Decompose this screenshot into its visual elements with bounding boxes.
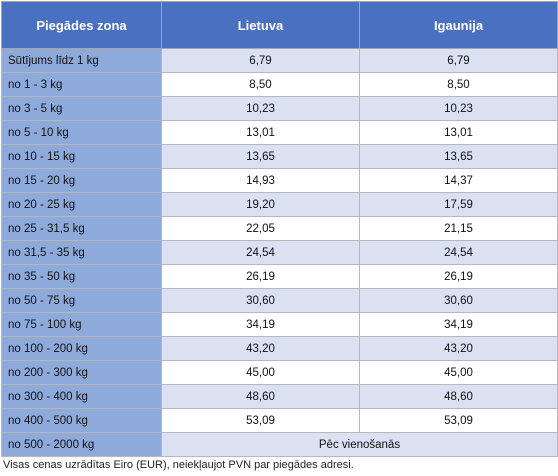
table-row: no 31,5 - 35 kg 24,54 24,54 — [1, 240, 558, 265]
header-cell: Lietuva — [161, 1, 360, 49]
price-cell: 24,54 — [161, 240, 360, 265]
zone-cell: no 200 - 300 kg — [1, 360, 162, 385]
table-row: no 3 - 5 kg 10,23 10,23 — [1, 96, 558, 121]
price-cell: 6,79 — [161, 48, 360, 73]
zone-cell: no 400 - 500 kg — [1, 408, 162, 433]
zone-cell: no 10 - 15 kg — [1, 144, 162, 169]
table-row: no 1 - 3 kg 8,50 8,50 — [1, 72, 558, 97]
table-row: no 25 - 31,5 kg 22,05 21,15 — [1, 216, 558, 241]
price-cell: 10,23 — [359, 96, 558, 121]
price-cell: 10,23 — [161, 96, 360, 121]
price-cell: 34,19 — [359, 312, 558, 337]
zone-cell: no 50 - 75 kg — [1, 288, 162, 313]
price-cell: 48,60 — [359, 384, 558, 409]
price-cell: Pēc vienošanās — [161, 432, 558, 457]
zone-cell: no 35 - 50 kg — [1, 264, 162, 289]
header-row: Piegādes zona Lietuva Igaunija — [1, 1, 558, 49]
zone-cell: no 25 - 31,5 kg — [1, 216, 162, 241]
price-cell: 48,60 — [161, 384, 360, 409]
price-table: Piegādes zona Lietuva Igaunija Sūtījums lī… — [1, 1, 558, 457]
table-row: Sūtījums līdz 1 kg 6,79 6,79 — [1, 48, 558, 73]
price-cell: 34,19 — [161, 312, 360, 337]
table-row: no 50 - 75 kg 30,60 30,60 — [1, 288, 558, 313]
price-cell: 43,20 — [161, 336, 360, 361]
price-cell: 53,09 — [359, 408, 558, 433]
price-cell: 22,05 — [161, 216, 360, 241]
table-row: no 75 - 100 kg 34,19 34,19 — [1, 312, 558, 337]
zone-cell: no 100 - 200 kg — [1, 336, 162, 361]
table-row: no 10 - 15 kg 13,65 13,65 — [1, 144, 558, 169]
price-cell: 21,15 — [359, 216, 558, 241]
zone-cell: no 1 - 3 kg — [1, 72, 162, 97]
zone-cell: no 20 - 25 kg — [1, 192, 162, 217]
header-cell: Igaunija — [359, 1, 558, 49]
table-row: no 20 - 25 kg 19,20 17,59 — [1, 192, 558, 217]
table-row: no 35 - 50 kg 26,19 26,19 — [1, 264, 558, 289]
price-cell: 13,01 — [359, 120, 558, 145]
table-row: no 500 - 2000 kg Pēc vienošanās — [1, 432, 558, 457]
footnote: Visas cenas uzrādītas Eiro (EUR), neiekļ… — [3, 459, 354, 471]
zone-cell: no 31,5 - 35 kg — [1, 240, 162, 265]
price-cell: 14,37 — [359, 168, 558, 193]
price-cell: 30,60 — [161, 288, 360, 313]
table-body: Sūtījums līdz 1 kg 6,79 6,79 no 1 - 3 kg 8,5… — [1, 48, 558, 457]
price-cell: 26,19 — [359, 264, 558, 289]
price-cell: 13,65 — [359, 144, 558, 169]
header-cell: Piegādes zona — [1, 1, 162, 49]
zone-cell: no 3 - 5 kg — [1, 96, 162, 121]
price-cell: 45,00 — [359, 360, 558, 385]
table-row: no 100 - 200 kg 43,20 43,20 — [1, 336, 558, 361]
price-cell: 53,09 — [161, 408, 360, 433]
price-cell: 43,20 — [359, 336, 558, 361]
table-row: no 15 - 20 kg 14,93 14,37 — [1, 168, 558, 193]
zone-cell: no 300 - 400 kg — [1, 384, 162, 409]
table-row: no 400 - 500 kg 53,09 53,09 — [1, 408, 558, 433]
price-cell: 6,79 — [359, 48, 558, 73]
zone-cell: no 15 - 20 kg — [1, 168, 162, 193]
table-row: no 5 - 10 kg 13,01 13,01 — [1, 120, 558, 145]
price-cell: 24,54 — [359, 240, 558, 265]
zone-cell: Sūtījums līdz 1 kg — [1, 48, 162, 73]
price-cell: 30,60 — [359, 288, 558, 313]
zone-cell: no 75 - 100 kg — [1, 312, 162, 337]
price-cell: 8,50 — [161, 72, 360, 97]
price-cell: 17,59 — [359, 192, 558, 217]
price-cell: 8,50 — [359, 72, 558, 97]
table-row: no 300 - 400 kg 48,60 48,60 — [1, 384, 558, 409]
price-cell: 13,01 — [161, 120, 360, 145]
price-cell: 26,19 — [161, 264, 360, 289]
price-cell: 19,20 — [161, 192, 360, 217]
zone-cell: no 5 - 10 kg — [1, 120, 162, 145]
price-cell: 45,00 — [161, 360, 360, 385]
price-cell: 13,65 — [161, 144, 360, 169]
zone-cell: no 500 - 2000 kg — [1, 432, 162, 457]
table-row: no 200 - 300 kg 45,00 45,00 — [1, 360, 558, 385]
price-cell: 14,93 — [161, 168, 360, 193]
